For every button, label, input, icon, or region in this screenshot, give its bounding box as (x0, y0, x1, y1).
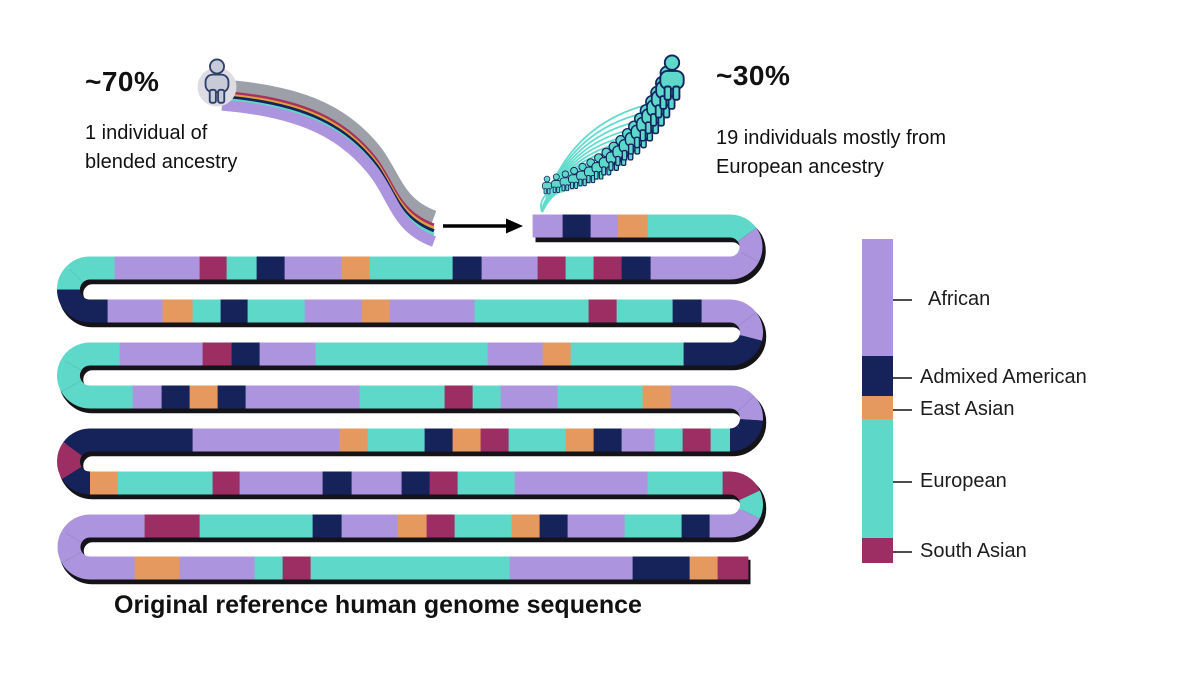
legend-label-east-asian: East Asian (920, 398, 1015, 420)
legend-color-bar (862, 239, 893, 563)
legend-tick-east-asian (893, 409, 912, 411)
ancestry-legend: African Admixed American East Asian Europea… (862, 239, 1192, 569)
legend-swatch-european (862, 419, 893, 538)
legend-label-south-asian: South Asian (920, 540, 1027, 562)
legend-swatch-south-asian (862, 538, 893, 563)
left-percentage: ~70% (85, 66, 160, 97)
legend-label-european: European (920, 470, 1007, 492)
legend-tick-admixed-american (893, 377, 912, 379)
left-caption-line1: 1 individual of (85, 122, 208, 144)
person-icon (659, 54, 685, 101)
legend-swatch-admixed-american (862, 356, 893, 396)
person-icon (541, 175, 553, 195)
figure-title: Original reference human genome sequence (114, 591, 642, 619)
legend-swatch-african (862, 239, 893, 356)
left-caption: 1 individual of blended ancestry (85, 119, 237, 177)
left-caption-line2: blended ancestry (85, 151, 238, 173)
legend-tick-south-asian (893, 551, 912, 553)
right-percentage: ~30% (716, 60, 791, 91)
legend-tick-african (893, 299, 912, 301)
genome-sequence-turns (57, 214, 763, 580)
blended-donor-ribbon (197, 58, 437, 247)
legend-label-admixed-american: Admixed American (920, 366, 1087, 388)
person-icon (550, 173, 562, 193)
flow-arrow-icon (443, 218, 523, 234)
genome-sequence-rows (89, 214, 749, 580)
person-icon (559, 170, 571, 192)
right-caption-line1: 19 individuals mostly from (716, 127, 947, 149)
legend-label-african: African (928, 288, 991, 310)
right-caption: 19 individuals mostly from European ance… (716, 124, 946, 182)
legend-swatch-east-asian (862, 396, 893, 419)
right-caption-line2: European ancestry (716, 156, 884, 178)
blended-individual-icon (204, 58, 230, 104)
person-icon (204, 58, 230, 104)
european-individuals-icons (541, 54, 685, 195)
legend-tick-european (893, 481, 912, 483)
